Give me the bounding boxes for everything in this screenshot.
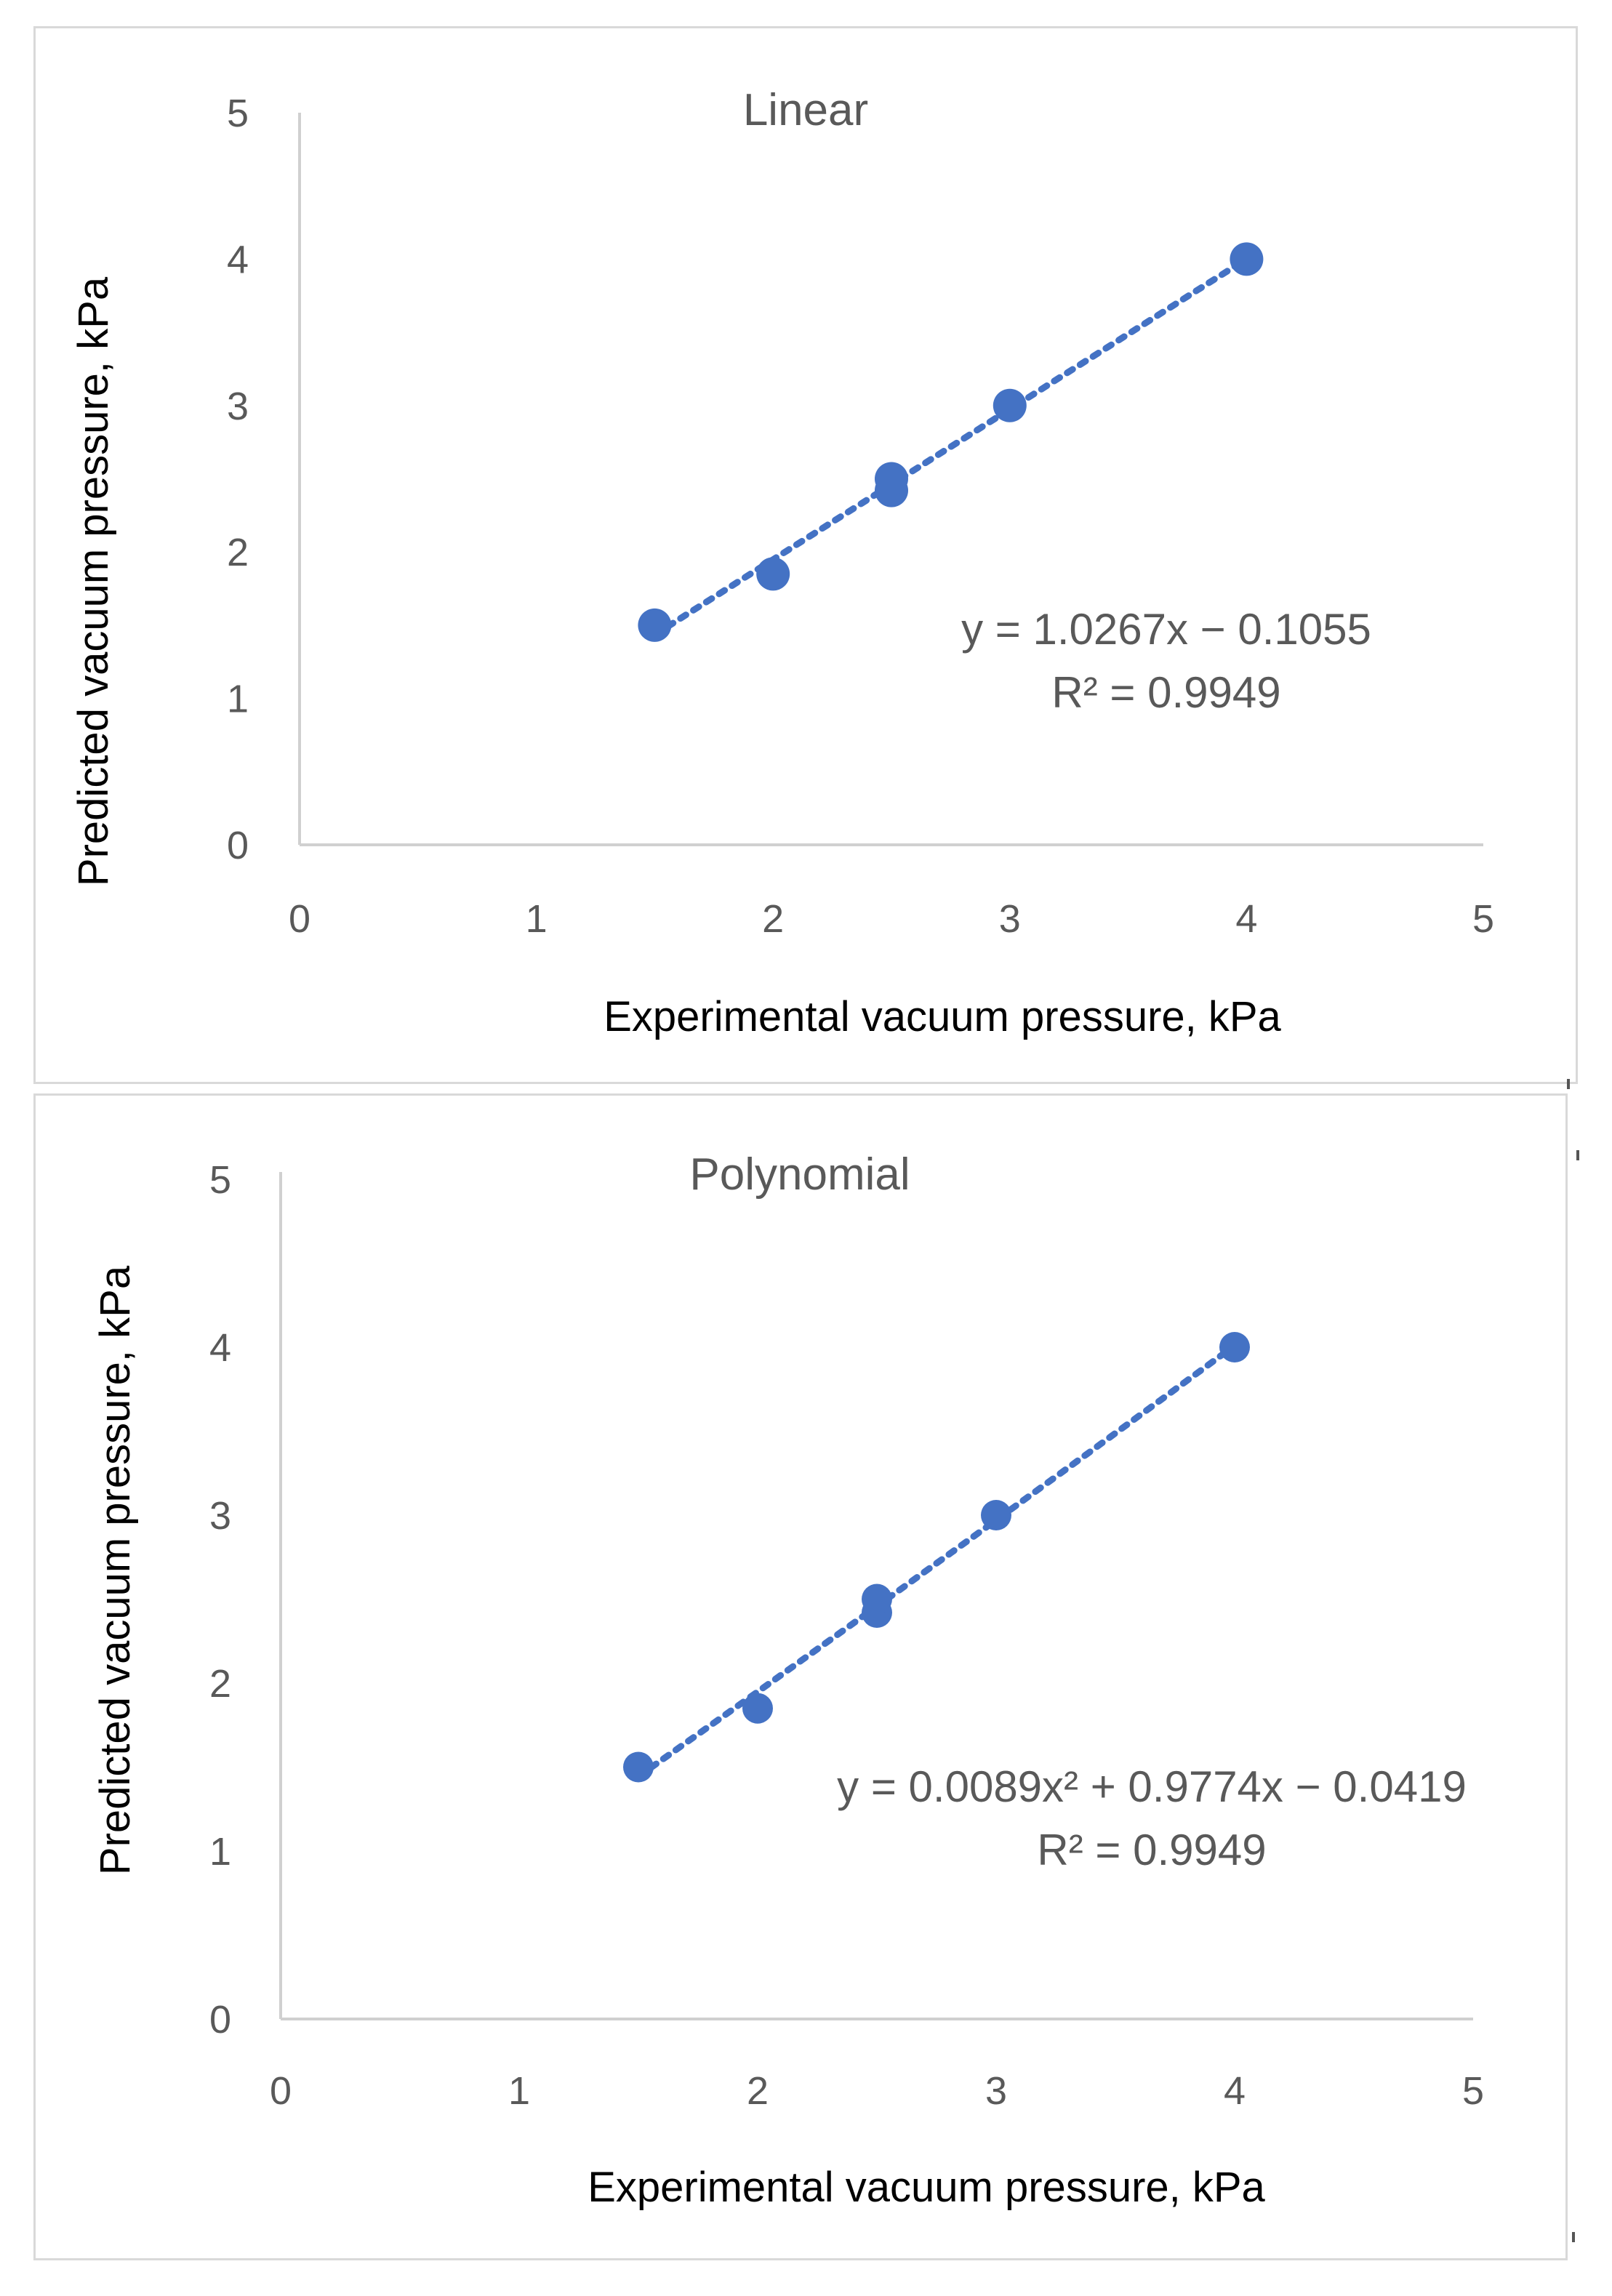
chart-title: Linear	[743, 85, 868, 135]
linear-chart: Linear 0 1 2 3 4 5 0 1 2 3 4 5 Experimen…	[70, 85, 1494, 1040]
y-tick-label: 2	[227, 531, 249, 574]
data-points	[638, 242, 1264, 642]
y-tick-label: 1	[209, 1830, 231, 1874]
x-tick-label: 3	[985, 2069, 1007, 2113]
x-tick-label: 4	[1235, 897, 1257, 941]
x-tick-label: 4	[1224, 2069, 1246, 2113]
chart-title: Polynomial	[689, 1149, 910, 1200]
x-axis-title: Experimental vacuum pressure, kPa	[604, 993, 1281, 1040]
y-tick-label: 4	[209, 1326, 231, 1370]
data-point	[623, 1751, 654, 1783]
x-tick-label: 2	[747, 2069, 769, 2113]
y-tick-label: 3	[227, 385, 249, 428]
x-tick-label: 2	[762, 897, 784, 941]
y-tick-label: 4	[227, 238, 249, 281]
y-tick-label: 0	[209, 1998, 231, 2042]
edge-tick-mark	[1567, 1079, 1570, 1089]
x-tick-label: 3	[999, 897, 1021, 941]
x-tick-label: 0	[270, 2069, 292, 2113]
trendline-equation: y = 0.0089x² + 0.9774x − 0.0419	[837, 1762, 1467, 1811]
x-axis-title: Experimental vacuum pressure, kPa	[588, 2164, 1265, 2211]
y-tick-labels: 0 1 2 3 4 5	[227, 92, 249, 867]
data-point	[875, 462, 908, 496]
x-tick-label: 1	[508, 2069, 530, 2113]
y-tick-label: 2	[209, 1662, 231, 1706]
data-point	[993, 388, 1027, 422]
trendline-r-squared: R² = 0.9949	[1037, 1826, 1266, 1874]
linear-chart-panel	[33, 26, 1578, 1084]
y-tick-labels: 0 1 2 3 4 5	[209, 1158, 231, 2042]
trendline	[651, 255, 1250, 638]
y-tick-label: 1	[227, 678, 249, 721]
edge-tick-mark	[1576, 1150, 1579, 1160]
data-point	[756, 557, 790, 591]
x-tick-labels: 0 1 2 3 4 5	[270, 2069, 1484, 2113]
data-point	[1219, 1332, 1250, 1362]
y-tick-label: 3	[209, 1494, 231, 1538]
y-tick-label: 0	[227, 824, 249, 867]
data-point	[1230, 242, 1264, 276]
x-tick-label: 0	[289, 897, 310, 941]
data-point	[862, 1583, 892, 1615]
x-tick-label: 1	[526, 897, 548, 941]
trendline	[635, 1342, 1238, 1780]
trendline-r-squared: R² = 0.9949	[1051, 668, 1280, 717]
y-tick-label: 5	[227, 92, 249, 135]
data-point	[981, 1500, 1011, 1530]
x-tick-labels: 0 1 2 3 4 5	[289, 897, 1494, 941]
data-point	[742, 1693, 773, 1724]
y-axis-title: Predicted vacuum pressure, kPa	[70, 276, 117, 886]
polynomial-chart: Polynomial 0 1 2 3 4 5 0 1 2 3 4 5 Exper…	[92, 1149, 1484, 2211]
x-tick-label: 5	[1462, 2069, 1484, 2113]
polynomial-chart-panel	[33, 1093, 1568, 2260]
data-points	[623, 1332, 1250, 1783]
x-tick-label: 5	[1472, 897, 1494, 941]
trendline-equation: y = 1.0267x − 0.1055	[961, 605, 1371, 654]
edge-tick-mark	[1572, 2232, 1575, 2242]
y-axis-title: Predicted vacuum pressure, kPa	[92, 1265, 139, 1875]
data-point	[638, 608, 672, 642]
y-tick-label: 5	[209, 1158, 231, 1202]
